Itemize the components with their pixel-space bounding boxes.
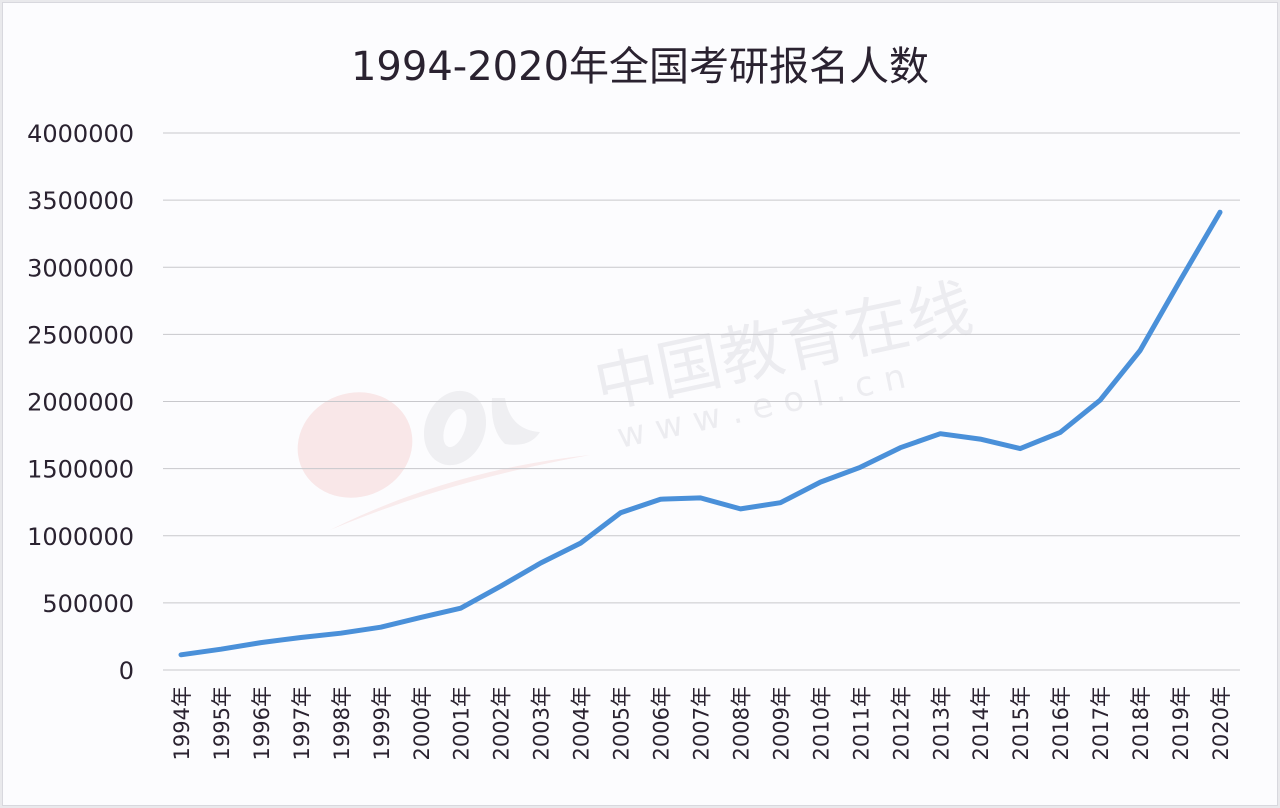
x-tick-label: 2002年 <box>490 686 514 760</box>
y-tick-label: 3000000 <box>27 254 134 282</box>
watermark-logo-l <box>491 398 540 445</box>
x-axis: 1994年 1995年 1996年 1997年 1998年 1999年 2000年 2001年… <box>170 686 1233 760</box>
grid-lines <box>163 132 1240 671</box>
x-tick-label: 1998年 <box>330 686 354 760</box>
x-tick-label: 1994年 <box>170 686 194 760</box>
x-tick-label: 1997年 <box>290 686 314 760</box>
x-tick-label: 2016年 <box>1049 686 1073 760</box>
x-tick-label: 2003年 <box>530 686 554 760</box>
x-tick-label: 1999年 <box>370 686 394 760</box>
y-tick-label: 2000000 <box>27 389 134 417</box>
x-tick-label: 2001年 <box>450 686 474 760</box>
x-tick-label: 2014年 <box>969 686 993 760</box>
x-tick-label: 2019年 <box>1169 686 1193 760</box>
x-tick-label: 1995年 <box>210 686 234 760</box>
x-tick-label: 2017年 <box>1089 686 1113 760</box>
x-tick-label: 2009年 <box>769 686 793 760</box>
y-tick-label: 1000000 <box>27 523 134 551</box>
x-tick-label: 2020年 <box>1209 686 1233 760</box>
x-tick-label: 2007年 <box>690 686 714 760</box>
watermark-logo-o-hole <box>443 408 467 448</box>
series-line <box>178 209 1223 658</box>
x-tick-label: 2012年 <box>889 686 913 760</box>
y-axis: 0 500000 1000000 1500000 2000000 2500000 30000… <box>27 120 134 685</box>
y-tick-label: 3500000 <box>27 187 134 215</box>
x-tick-label: 2011年 <box>849 686 873 760</box>
x-tick-label: 2005年 <box>610 686 634 760</box>
watermark-logo-swoosh <box>297 392 413 498</box>
x-tick-label: 2015年 <box>1009 686 1033 760</box>
watermark: 中国教育在线 w w w . e o l . c n <box>297 271 979 530</box>
y-tick-label: 500000 <box>42 590 134 618</box>
y-tick-label: 2500000 <box>27 321 134 349</box>
x-tick-label: 2013年 <box>929 686 953 760</box>
x-tick-label: 2008年 <box>729 686 753 760</box>
chart-title: 1994-2020年全国考研报名人数 <box>350 44 930 90</box>
y-tick-label: 0 <box>119 657 134 685</box>
y-tick-label: 4000000 <box>27 120 134 148</box>
x-tick-label: 2018年 <box>1129 686 1153 760</box>
x-tick-label: 2004年 <box>570 686 594 760</box>
y-tick-label: 1500000 <box>27 456 134 484</box>
x-tick-label: 2000年 <box>410 686 434 760</box>
x-tick-label: 2010年 <box>809 686 833 760</box>
x-tick-label: 1996年 <box>250 686 274 760</box>
x-tick-label: 2006年 <box>650 686 674 760</box>
